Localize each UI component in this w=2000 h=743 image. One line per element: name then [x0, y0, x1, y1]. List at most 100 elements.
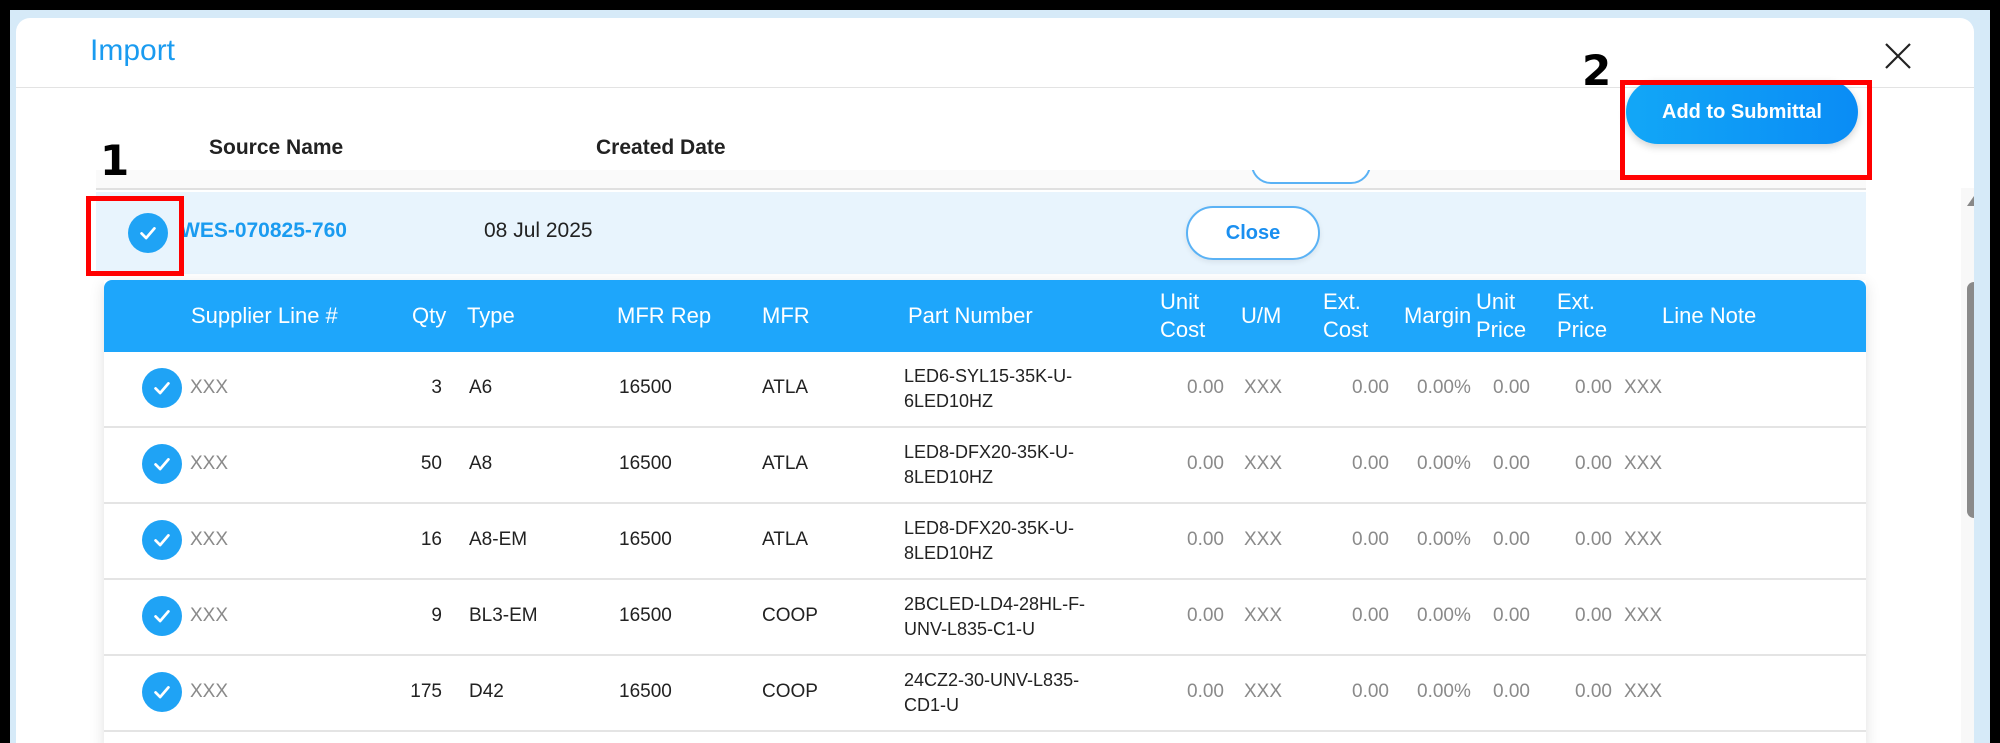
unit-price-cell: 0.00: [1493, 453, 1530, 474]
created-date-column-header: Created Date: [596, 136, 726, 159]
row-checkbox[interactable]: [142, 368, 182, 408]
type-cell: A6: [469, 377, 493, 398]
source-created-date: 08 Jul 2025: [484, 219, 593, 242]
type-cell: A8: [469, 453, 493, 474]
close-x-icon[interactable]: [1880, 38, 1916, 74]
close-source-button[interactable]: Close: [1186, 206, 1320, 260]
um-cell: XXX: [1244, 605, 1283, 626]
unit-price-cell: 0.00: [1493, 681, 1530, 702]
line-note-cell: XXX: [1624, 529, 1663, 550]
add-to-submittal-button[interactable]: Add to Submittal: [1626, 80, 1858, 144]
checkmark-icon: [154, 534, 170, 547]
margin-cell: 0.00%: [1417, 529, 1471, 550]
type-cell: D42: [469, 681, 504, 702]
mfr-cell: COOP: [762, 681, 818, 702]
type-cell: A8-EM: [469, 529, 528, 550]
col-unit-cost: Unit Cost: [1160, 289, 1206, 342]
um-cell: XXX: [1244, 377, 1283, 398]
supplier-line-cell: XXX: [190, 453, 229, 474]
part-number-cell: LED8-DFX20-35K-U- 8LED10HZ: [904, 442, 1075, 487]
row-checkbox[interactable]: [142, 672, 182, 712]
col-line-note: Line Note: [1662, 303, 1757, 328]
unit-price-cell: 0.00: [1493, 377, 1530, 398]
ext-cost-cell: 0.00: [1352, 605, 1389, 626]
previous-source-row: [96, 170, 1866, 190]
checkmark-icon: [154, 458, 170, 471]
mfr-rep-cell: 16500: [619, 377, 672, 398]
unit-cost-cell: 0.00: [1187, 681, 1224, 702]
scrollbar-thumb[interactable]: [1967, 282, 1974, 518]
source-row[interactable]: WES-070825-760 08 Jul 2025 Close: [96, 192, 1866, 274]
source-name-column-header: Source Name: [209, 136, 344, 159]
modal-title: Import: [90, 34, 176, 67]
supplier-line-cell: XXX: [190, 681, 229, 702]
table-row[interactable]: XXX 50 A8 16500 ATLA LED8-DFX20-35K-U- 8L…: [104, 428, 1866, 504]
mfr-cell: ATLA: [762, 453, 809, 474]
checkmark-icon: [154, 686, 170, 699]
table-row[interactable]: XXX 16 A8-EM 16500 ATLA LED8-DFX20-35K-U…: [104, 504, 1866, 580]
row-checkbox[interactable]: [142, 444, 182, 484]
supplier-line-cell: XXX: [190, 605, 229, 626]
qty-cell: 175: [410, 681, 442, 702]
ext-price-cell: 0.00: [1575, 681, 1612, 702]
unit-cost-cell: 0.00: [1187, 529, 1224, 550]
col-supplier-line: Supplier Line #: [191, 303, 338, 328]
col-ext-price: Ext. Price: [1557, 289, 1608, 342]
table-row[interactable]: XXX 9 BL3-EM 16500 COOP 2BCLED-LD4-28HL-…: [104, 580, 1866, 656]
table-row[interactable]: XXX 3 A6 16500 ATLA LED6-SYL15-35K-U- 6LE…: [104, 352, 1866, 428]
unit-price-cell: 0.00: [1493, 605, 1530, 626]
row-checkbox[interactable]: [142, 596, 182, 636]
supplier-line-cell: XXX: [190, 377, 229, 398]
mfr-cell: ATLA: [762, 529, 809, 550]
mfr-rep-cell: 16500: [619, 529, 672, 550]
col-ext-cost: Ext. Cost: [1323, 289, 1369, 342]
um-cell: XXX: [1244, 529, 1283, 550]
annotation-number-1: 1: [100, 136, 130, 185]
source-row-checkbox[interactable]: [128, 213, 168, 253]
qty-cell: 16: [420, 529, 442, 550]
line-note-cell: XXX: [1624, 605, 1663, 626]
mfr-rep-cell: 16500: [619, 681, 672, 702]
unit-price-cell: 0.00: [1493, 529, 1530, 550]
col-type: Type: [467, 303, 515, 328]
annotation-number-2: 2: [1582, 46, 1612, 95]
line-items-table: Supplier Line # Qty Type MFR Rep MFR Par…: [104, 280, 1866, 743]
line-note-cell: XXX: [1624, 377, 1663, 398]
part-number-cell: LED6-SYL15-35K-U- 6LED10HZ: [904, 366, 1073, 411]
mfr-rep-cell: 16500: [619, 605, 672, 626]
mfr-rep-cell: 16500: [619, 453, 672, 474]
qty-cell: 50: [420, 453, 442, 474]
um-cell: XXX: [1244, 453, 1283, 474]
ext-price-cell: 0.00: [1575, 605, 1612, 626]
table-row[interactable]: XXX 175 D42 16500 COOP 24CZ2-30-UNV-L835…: [104, 656, 1866, 732]
modal-header: Import: [16, 18, 1974, 88]
part-number-cell: LED8-DFX20-35K-U- 8LED10HZ: [904, 518, 1075, 563]
previous-close-button[interactable]: [1251, 170, 1371, 184]
col-um: U/M: [1241, 303, 1282, 328]
source-name-link[interactable]: WES-070825-760: [180, 219, 347, 242]
checkmark-icon: [154, 382, 170, 395]
supplier-line-cell: XXX: [190, 529, 229, 550]
ext-price-cell: 0.00: [1575, 377, 1612, 398]
col-part-number: Part Number: [908, 303, 1033, 328]
margin-cell: 0.00%: [1417, 681, 1471, 702]
qty-cell: 3: [431, 377, 442, 398]
ext-cost-cell: 0.00: [1352, 377, 1389, 398]
type-cell: BL3-EM: [469, 605, 538, 626]
part-number-cell: 24CZ2-30-UNV-L835- CD1-U: [904, 670, 1080, 715]
ext-cost-cell: 0.00: [1352, 529, 1389, 550]
vertical-scrollbar[interactable]: [1961, 188, 1974, 743]
margin-cell: 0.00%: [1417, 377, 1471, 398]
checkmark-icon: [154, 610, 170, 623]
ext-price-cell: 0.00: [1575, 453, 1612, 474]
scroll-up-arrow-icon[interactable]: [1967, 196, 1974, 206]
line-note-cell: XXX: [1624, 681, 1663, 702]
col-mfr-rep: MFR Rep: [617, 303, 712, 328]
line-note-cell: XXX: [1624, 453, 1663, 474]
um-cell: XXX: [1244, 681, 1283, 702]
unit-cost-cell: 0.00: [1187, 605, 1224, 626]
mfr-cell: ATLA: [762, 377, 809, 398]
ext-cost-cell: 0.00: [1352, 453, 1389, 474]
row-checkbox[interactable]: [142, 520, 182, 560]
col-unit-price: Unit Price: [1476, 289, 1527, 342]
